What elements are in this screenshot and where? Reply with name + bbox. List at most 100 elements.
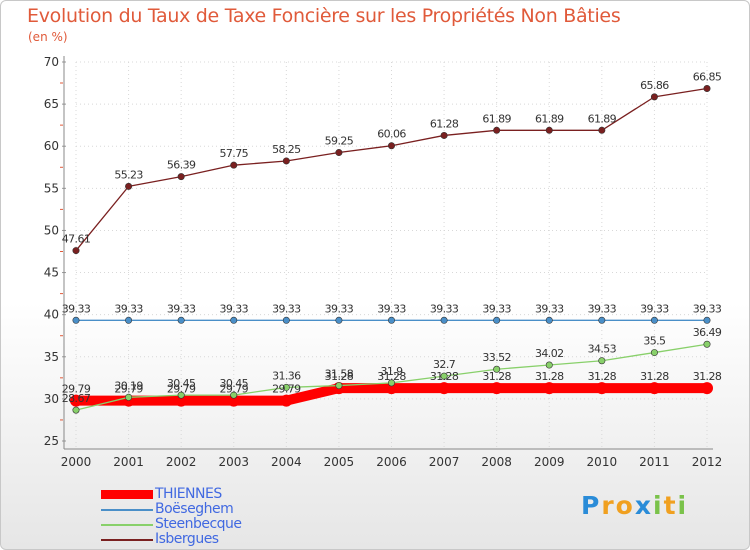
data-point xyxy=(230,391,238,399)
x-tick-label: 2011 xyxy=(639,455,670,469)
data-point xyxy=(598,316,606,324)
data-label: 30.45 xyxy=(220,377,249,390)
data-point xyxy=(177,316,185,324)
data-point xyxy=(701,382,713,395)
data-point xyxy=(335,382,343,390)
data-label: 32.7 xyxy=(433,358,456,371)
data-label: 31.28 xyxy=(430,370,459,383)
data-point xyxy=(125,316,133,324)
legend-label: Boëseghem xyxy=(155,501,234,517)
data-point xyxy=(175,394,188,407)
data-point xyxy=(598,126,606,134)
data-label: 29.79 xyxy=(114,383,143,396)
data-point xyxy=(72,316,80,324)
data-point xyxy=(650,316,658,324)
y-tick-label: 40 xyxy=(44,308,59,322)
data-label: 29.79 xyxy=(167,383,196,396)
data-label: 33.52 xyxy=(482,351,511,364)
data-label: 31.28 xyxy=(588,370,617,383)
data-label: 31.28 xyxy=(693,370,722,383)
data-point xyxy=(493,126,501,134)
data-label: 61.28 xyxy=(430,117,459,130)
data-point xyxy=(493,365,501,373)
data-label: 31.36 xyxy=(272,369,301,382)
data-point xyxy=(125,393,133,401)
data-label: 39.33 xyxy=(272,302,301,315)
data-labels: 47.61 55.23 56.39 57.75 58.25 59.25 60.06 61.28… xyxy=(62,71,723,406)
legend-swatch xyxy=(101,490,153,499)
data-point xyxy=(545,361,553,369)
y-tick-label: 30 xyxy=(44,392,59,406)
data-label: 39.33 xyxy=(640,302,669,315)
legend-label: THIENNES xyxy=(155,486,222,502)
data-label: 61.89 xyxy=(482,112,511,125)
data-point xyxy=(177,173,185,181)
data-label: 31.9 xyxy=(380,365,403,378)
x-tick-label: 2003 xyxy=(218,455,249,469)
data-point xyxy=(650,93,658,101)
y-tick-label: 45 xyxy=(44,266,59,280)
data-point xyxy=(70,394,82,407)
data-point xyxy=(545,126,553,134)
data-label: 57.75 xyxy=(220,147,249,160)
data-point xyxy=(440,316,448,324)
data-label: 39.33 xyxy=(535,302,564,315)
data-label: 34.53 xyxy=(588,343,617,356)
x-tick-label: 2008 xyxy=(481,455,512,469)
x-tick-label: 2001 xyxy=(113,455,144,469)
data-label: 39.33 xyxy=(167,302,196,315)
data-label: 58.25 xyxy=(272,143,301,156)
data-label: 29.79 xyxy=(62,383,91,396)
data-point xyxy=(703,340,711,348)
x-tick-label: 2002 xyxy=(166,455,197,469)
grid xyxy=(75,61,708,448)
data-label: 31.28 xyxy=(482,370,511,383)
y-tick-label: 60 xyxy=(44,139,59,153)
x-tick-label: 2009 xyxy=(534,455,565,469)
data-label: 31.28 xyxy=(535,370,564,383)
y-tick-label: 55 xyxy=(44,181,59,195)
y-tick-label: 35 xyxy=(44,350,59,364)
y-tick-label: 65 xyxy=(44,97,59,111)
data-label: 34.02 xyxy=(535,347,564,360)
data-point xyxy=(598,357,606,365)
proxiti-logo: Proxiti xyxy=(581,491,689,520)
y-axis-unit: (en %) xyxy=(28,30,68,44)
data-label: 39.33 xyxy=(220,302,249,315)
data-label: 39.33 xyxy=(693,302,722,315)
data-point xyxy=(650,349,658,357)
data-point xyxy=(72,406,80,414)
data-point xyxy=(72,247,80,255)
data-point xyxy=(440,372,448,380)
data-label: 65.86 xyxy=(640,79,669,92)
chart-title: Evolution du Taux de Taxe Foncière sur l… xyxy=(27,5,621,27)
data-point xyxy=(490,382,503,395)
data-label: 30.45 xyxy=(167,377,196,390)
x-tick-label: 2010 xyxy=(587,455,618,469)
data-label: 55.23 xyxy=(114,168,143,181)
data-point xyxy=(387,142,395,150)
y-tick-label: 50 xyxy=(44,223,59,237)
data-label: 39.33 xyxy=(482,302,511,315)
y-tick-label: 70 xyxy=(44,55,59,69)
x-tick-label: 2000 xyxy=(61,455,92,469)
data-label: 31.28 xyxy=(640,370,669,383)
data-point xyxy=(387,379,395,387)
data-label: 29.79 xyxy=(272,383,301,396)
legend-label: Steenbecque xyxy=(155,516,242,532)
data-label: 29.79 xyxy=(220,383,249,396)
data-label: 31.58 xyxy=(325,368,354,381)
axes: 25 30 35 40 45 50 55 60 65 70 2000 2001 2002 2003 2004… xyxy=(44,55,723,469)
data-label: 61.89 xyxy=(535,112,564,125)
legend-label: Isbergues xyxy=(155,531,219,547)
data-label: 39.33 xyxy=(588,302,617,315)
series-group xyxy=(70,85,713,414)
data-point xyxy=(125,182,133,190)
data-label: 66.85 xyxy=(693,71,722,84)
data-point xyxy=(335,149,343,157)
data-point xyxy=(703,316,711,324)
data-label: 61.89 xyxy=(588,112,617,125)
x-tick-label: 2005 xyxy=(324,455,355,469)
